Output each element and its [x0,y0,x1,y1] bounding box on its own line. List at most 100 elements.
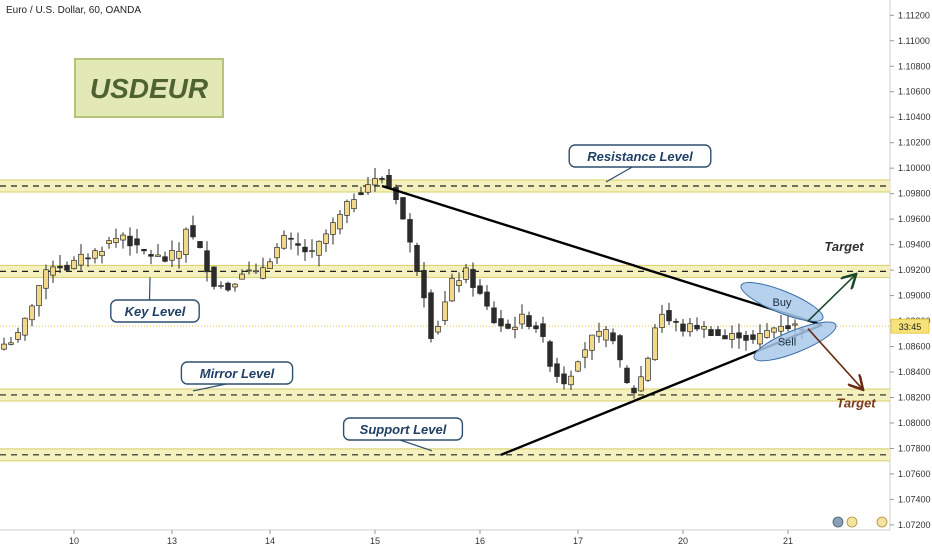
candle-body [29,305,35,321]
candle-body [162,256,168,262]
candle [694,317,700,332]
candle-body [785,325,791,330]
candle [29,304,35,327]
candle [603,326,609,348]
candle-body [330,222,336,235]
y-tick-label: 1.09000 [898,291,931,301]
candle [757,324,763,351]
candle [372,168,378,192]
candle-body [344,201,350,216]
candle-body [351,199,357,210]
y-tick-label: 1.10200 [898,138,931,148]
candle-body [120,234,126,241]
candle-body [148,254,154,257]
candle [442,291,448,326]
candle [645,356,651,382]
candle [596,322,602,343]
x-tick-label: 13 [167,536,177,546]
y-tick-label: 1.09200 [898,265,931,275]
candle-body [8,342,14,345]
candle-body [561,373,567,385]
candle-body [190,225,196,238]
candle-body [1,343,7,350]
callout-text: Mirror Level [200,366,275,381]
candle [463,263,469,284]
resistance-callout: Resistance Level [568,144,712,183]
candle [260,257,266,280]
candle [169,240,175,267]
y-tick-label: 1.10000 [898,163,931,173]
candle-body [176,250,182,259]
candle-body [127,235,133,247]
target-down-arrow [807,328,862,389]
y-tick-label: 1.11000 [898,36,930,46]
candle-body [491,307,497,324]
candle [22,317,28,341]
candle [554,357,560,384]
candle-body [764,329,770,338]
callout-text: Key Level [125,304,186,319]
candle-body [141,248,147,252]
candle [267,258,273,270]
mirror-level-callout: Mirror Level [180,361,294,392]
candle [134,228,140,254]
candle [323,229,329,253]
candle [295,232,301,256]
event-icon [876,516,888,528]
candle [120,232,126,249]
support-level-callout: Support Level [342,417,464,452]
candle [309,239,315,258]
candle [197,240,203,249]
y-tick-label: 1.11200 [898,10,930,20]
candle [519,304,525,330]
candle-body [701,326,707,330]
sell-zone: Sell [753,321,837,362]
candle [610,328,616,345]
sell-label: Sell [778,336,796,348]
candle [575,360,581,373]
candle [15,327,21,343]
x-tick-label: 10 [69,536,79,546]
candle [127,227,133,256]
candle-body [449,277,455,302]
price-label-text: 33:45 [899,322,922,332]
candle [736,323,742,349]
candle-body [36,285,42,307]
price-label: 33:45 [890,318,930,334]
buy-label: Buy [773,297,792,309]
candle-body [22,317,28,336]
candle [701,321,707,338]
candle-body [435,325,441,333]
candle-body [274,247,280,259]
candle [1,337,7,351]
y-tick-label: 1.08600 [898,342,931,352]
candle-body [372,178,378,186]
candle [687,318,693,337]
candle-body [645,357,651,381]
candle-body [680,323,686,332]
candle-body [610,332,616,342]
candle [673,318,679,332]
candle [148,249,154,265]
candle-body [687,323,693,333]
price-label-box [890,318,930,334]
candle [36,284,42,317]
candle-body [596,330,602,337]
candle-body [253,270,259,273]
callout-text: Support Level [360,422,447,437]
candle [617,333,623,368]
candle-body [568,375,574,386]
candle [239,269,245,280]
y-tick-label: 1.07800 [898,443,931,453]
candle-body [470,269,476,288]
y-tick-label: 1.08000 [898,418,931,428]
candle-body [757,333,763,345]
x-tick-label: 15 [370,536,380,546]
candle [512,316,518,339]
event-icon [832,516,844,528]
candle-body [302,246,308,253]
candle-body [99,250,105,257]
candle [85,253,91,267]
candle [344,199,350,224]
